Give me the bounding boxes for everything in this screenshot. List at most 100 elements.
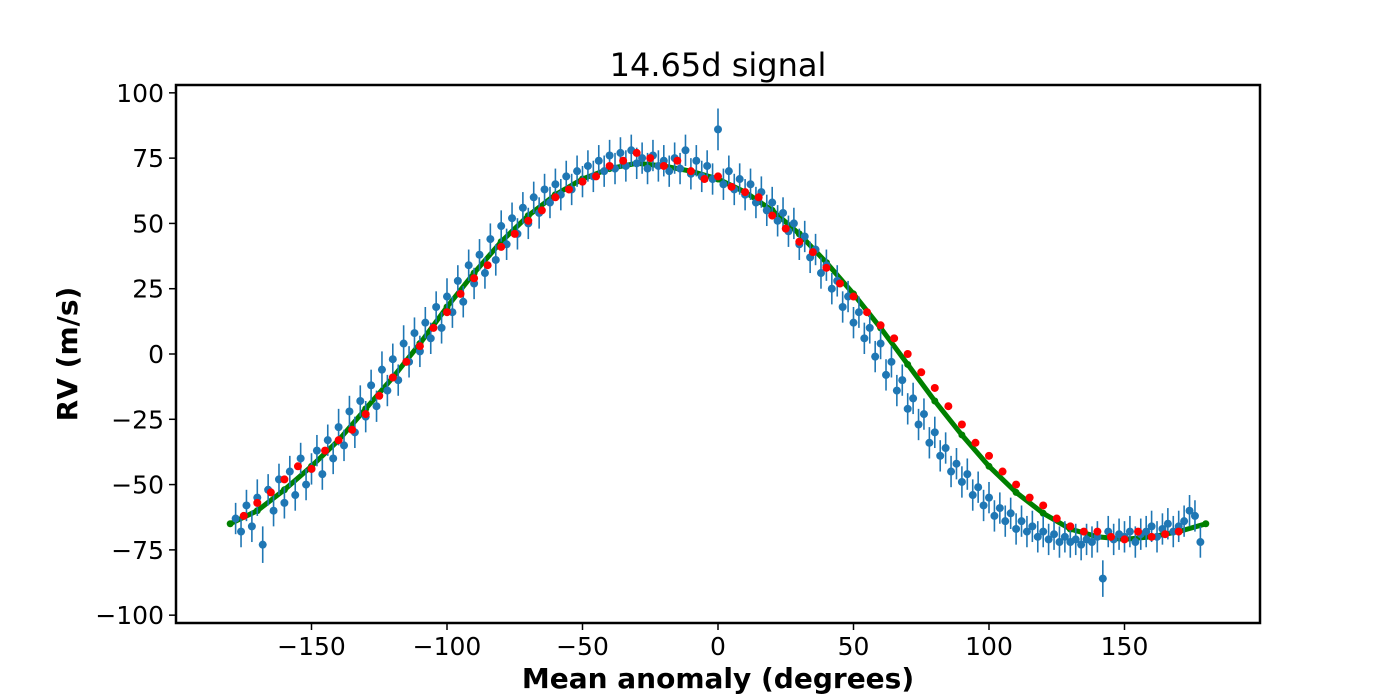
data-point bbox=[638, 154, 647, 163]
binned-point bbox=[849, 292, 858, 301]
binned-point bbox=[998, 467, 1007, 476]
binned-point bbox=[1093, 527, 1102, 536]
binned-point bbox=[659, 161, 668, 170]
binned-point bbox=[592, 172, 601, 181]
binned-point bbox=[1161, 530, 1170, 539]
data-point bbox=[583, 161, 592, 170]
binned-point bbox=[985, 451, 993, 460]
model-point bbox=[226, 520, 234, 528]
binned-point bbox=[334, 436, 343, 445]
binned-point bbox=[754, 193, 763, 202]
binned-point bbox=[714, 172, 722, 181]
data-point bbox=[762, 206, 771, 215]
data-point bbox=[1017, 517, 1026, 526]
binned-point bbox=[741, 188, 750, 197]
x-tick-label: 0 bbox=[710, 632, 726, 661]
data-point bbox=[882, 370, 891, 379]
data-point bbox=[995, 504, 1004, 513]
data-point bbox=[573, 167, 582, 176]
data-point bbox=[1022, 527, 1031, 536]
axes-frame bbox=[174, 83, 1262, 625]
y-tick-label: 0 bbox=[148, 340, 164, 369]
binned-point bbox=[551, 193, 560, 202]
model-point bbox=[931, 397, 939, 405]
data-point bbox=[703, 161, 712, 170]
binned-point bbox=[863, 308, 872, 317]
data-point bbox=[936, 451, 945, 460]
y-tick-label: 50 bbox=[132, 209, 164, 238]
binned-point bbox=[239, 511, 248, 520]
data-point bbox=[930, 428, 939, 437]
data-point bbox=[1028, 522, 1037, 531]
binned-point bbox=[876, 321, 885, 330]
data-point bbox=[323, 436, 332, 445]
binned-point bbox=[443, 308, 451, 317]
binned-point bbox=[1147, 532, 1156, 541]
data-point bbox=[816, 269, 825, 278]
binned-point bbox=[619, 156, 628, 165]
data-point bbox=[925, 438, 934, 447]
data-point bbox=[1071, 535, 1080, 544]
data-point bbox=[746, 180, 755, 189]
data-point bbox=[1185, 506, 1194, 515]
data-point bbox=[990, 511, 999, 520]
data-point bbox=[1044, 535, 1053, 544]
data-point bbox=[562, 172, 571, 181]
data-point bbox=[692, 156, 701, 165]
data-point bbox=[1039, 527, 1048, 536]
data-point bbox=[291, 491, 300, 500]
y-tick-label: −75 bbox=[111, 536, 164, 565]
data-point bbox=[1087, 538, 1096, 547]
data-point bbox=[426, 334, 435, 343]
data-point bbox=[860, 334, 869, 343]
x-tick-label: −150 bbox=[277, 632, 346, 661]
data-point bbox=[296, 454, 305, 463]
binned-point bbox=[890, 334, 899, 343]
data-point bbox=[345, 407, 354, 416]
binned-point bbox=[686, 167, 695, 176]
binned-point bbox=[564, 185, 573, 194]
x-tick-label: −100 bbox=[413, 632, 482, 661]
data-point bbox=[914, 420, 923, 429]
data-point bbox=[768, 198, 777, 207]
data-point bbox=[903, 404, 912, 413]
binned-point bbox=[768, 211, 777, 220]
y-tick-label: 75 bbox=[132, 144, 164, 173]
binned-point bbox=[402, 357, 411, 366]
data-point bbox=[616, 148, 625, 157]
binned-point bbox=[456, 289, 465, 298]
binned-point bbox=[903, 350, 912, 358]
data-point bbox=[1060, 532, 1069, 541]
y-tick-label: −100 bbox=[95, 601, 164, 630]
data-point bbox=[242, 501, 251, 510]
binned-point bbox=[1134, 527, 1143, 536]
binned-point bbox=[822, 263, 831, 272]
data-point bbox=[594, 156, 603, 165]
data-point bbox=[453, 276, 462, 285]
data-point bbox=[676, 164, 685, 173]
binned-point bbox=[497, 242, 506, 251]
data-point bbox=[551, 180, 560, 189]
data-point bbox=[1001, 517, 1010, 526]
data-point bbox=[1131, 538, 1140, 547]
data-point bbox=[854, 308, 863, 317]
binned-point bbox=[700, 175, 709, 184]
data-point bbox=[1077, 540, 1086, 549]
data-point bbox=[377, 365, 386, 374]
data-point bbox=[735, 175, 744, 184]
binned-point bbox=[605, 161, 614, 170]
series-binned-data bbox=[239, 148, 1183, 544]
data-point bbox=[963, 470, 972, 479]
binned-point bbox=[971, 438, 980, 447]
data-point bbox=[1006, 509, 1015, 518]
data-point bbox=[367, 381, 376, 390]
data-point bbox=[779, 208, 788, 217]
data-point bbox=[1196, 538, 1205, 547]
binned-point bbox=[348, 425, 357, 434]
model-point bbox=[958, 431, 966, 439]
model-point bbox=[904, 360, 912, 368]
binned-point bbox=[795, 237, 804, 246]
data-point bbox=[443, 292, 451, 301]
